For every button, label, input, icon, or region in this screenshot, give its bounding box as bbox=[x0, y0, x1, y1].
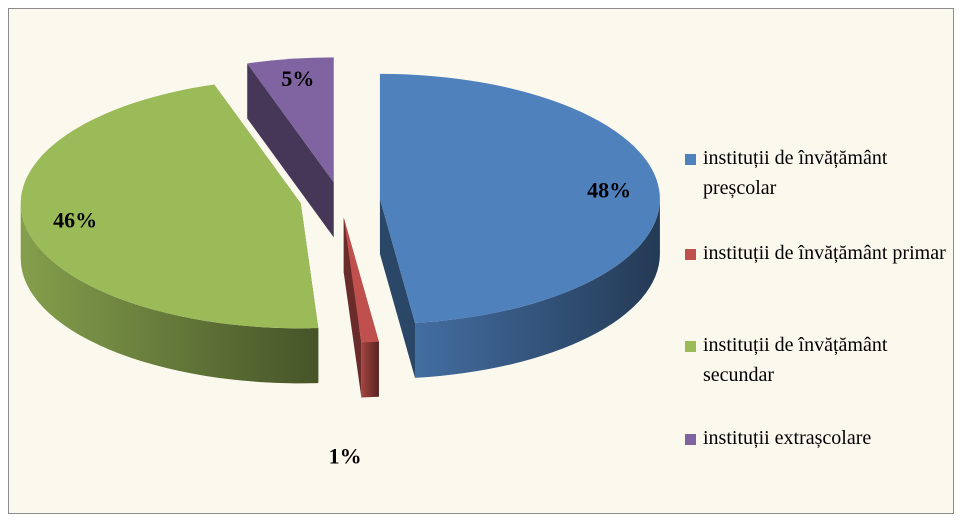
slice-top bbox=[379, 73, 660, 323]
slice-side bbox=[415, 198, 660, 378]
slice-top bbox=[20, 84, 319, 329]
slice-top bbox=[343, 217, 379, 343]
slice-top bbox=[247, 57, 334, 183]
legend-swatch bbox=[685, 249, 696, 260]
data-label: 5% bbox=[281, 66, 314, 91]
slice-wall bbox=[247, 63, 334, 238]
slice-side bbox=[361, 341, 379, 398]
slice bbox=[379, 73, 660, 378]
legend-label: instituții de învățământ preșcolar bbox=[703, 147, 888, 199]
legend-swatch bbox=[685, 341, 696, 352]
legend-swatch bbox=[685, 154, 696, 165]
legend-label: instituții de învățământ secundar bbox=[703, 334, 888, 386]
slice-wall bbox=[379, 198, 416, 378]
data-label: 48% bbox=[587, 177, 631, 202]
slice-side bbox=[20, 203, 319, 384]
legend-label: instituții extrașcolare bbox=[703, 427, 872, 449]
slice bbox=[247, 57, 334, 238]
slice-wall bbox=[343, 217, 362, 398]
data-label: 46% bbox=[53, 208, 97, 233]
legend-swatch bbox=[685, 434, 696, 445]
slice bbox=[343, 217, 379, 398]
legend-item: instituții de învățământ secundar bbox=[685, 330, 950, 390]
legend-item: instituții extrașcolare bbox=[685, 423, 950, 453]
slice bbox=[20, 84, 319, 384]
data-label: 1% bbox=[329, 443, 362, 468]
legend-label: instituții de învățământ primar bbox=[703, 242, 946, 264]
legend-item: instituții de învățământ preșcolar bbox=[685, 143, 950, 203]
legend-item: instituții de învățământ primar bbox=[685, 238, 950, 268]
